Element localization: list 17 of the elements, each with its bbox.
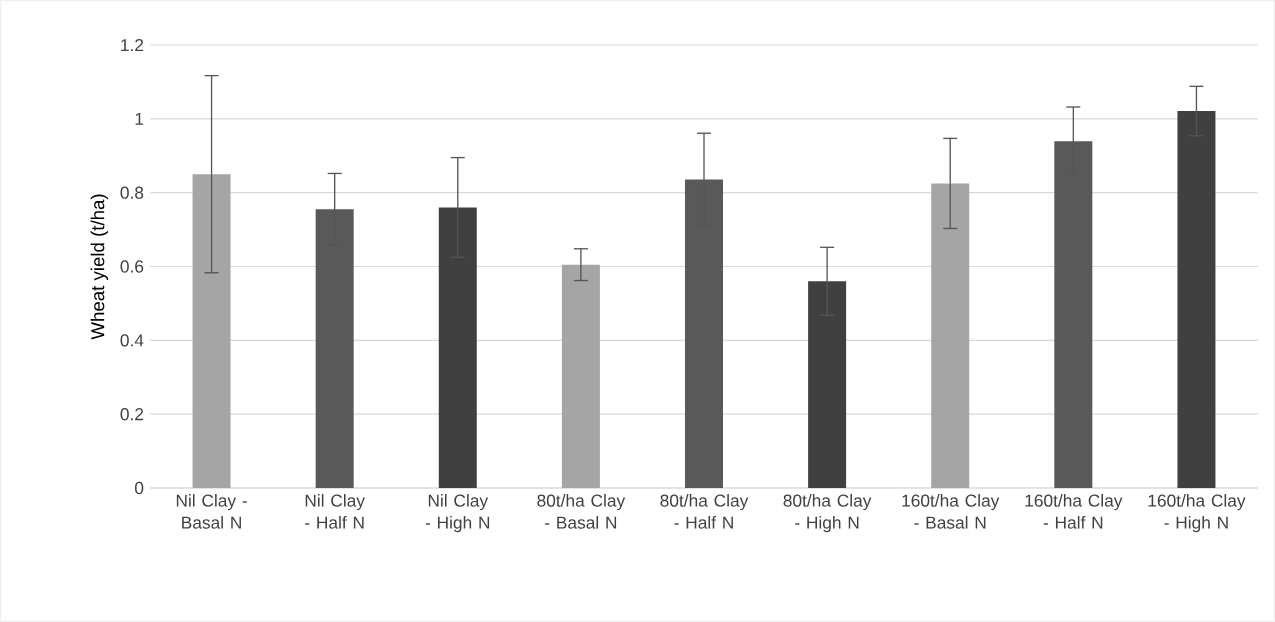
y-tick-label: 0 [134,481,144,495]
y-tick-label: 0.6 [120,260,144,273]
y-axis-title: Wheat yield (t/ha) [90,194,109,340]
x-tick-label: Nil Clay - Half N [305,494,365,529]
x-tick-label: Nil Clay - Basal N [176,494,247,529]
x-tick-label: 160t/ha Clay - Basal N [902,494,1000,529]
y-tick-label: 0.2 [120,408,144,421]
x-tick-label: 80t/ha Clay - Half N [660,494,749,529]
y-tick-label: 1.2 [121,38,144,52]
y-tick-label: 0.4 [120,334,144,347]
y-tick-label: 1 [135,112,144,125]
x-tick-label: 80t/ha Clay - High N [783,494,872,533]
y-tick-label: 0.8 [120,186,144,199]
x-tick-label: Nil Clay - High N [425,494,490,533]
x-tick-label: 160t/ha Clay - High N [1148,494,1246,533]
x-tick-label: 80t/ha Clay - Basal N [537,494,626,529]
x-tick-label: 160t/ha Clay - Half N [1025,494,1123,529]
